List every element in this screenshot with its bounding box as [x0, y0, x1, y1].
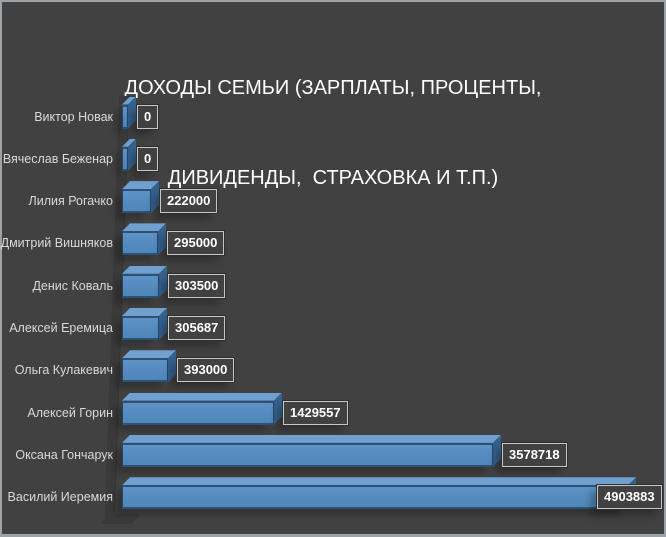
category-label: Вячеслав Беженар: [2, 151, 113, 166]
bar: [122, 477, 636, 510]
bar: [122, 435, 501, 467]
category-label: Виктор Новак: [34, 109, 113, 124]
value-label: 393000: [177, 358, 235, 383]
bar: [122, 266, 167, 298]
value-label: 0: [137, 104, 159, 129]
bar-top-face: [122, 223, 166, 231]
bar-side-face: [158, 223, 166, 255]
bar-front-face: [122, 358, 168, 383]
chart-title-line1: ДОХОДЫ СЕМЬИ (ЗАРПЛАТЫ, ПРОЦЕНТЫ,: [124, 77, 542, 99]
bar-front-face: [122, 231, 158, 256]
category-label: Дмитрий Вишняков: [0, 236, 113, 251]
chart-title: ДОХОДЫ СЕМЬИ (ЗАРПЛАТЫ, ПРОЦЕНТЫ, ДИВИДЕ…: [0, 13, 666, 253]
bar-top-face: [122, 97, 136, 105]
bar-top-face: [122, 393, 282, 401]
bar-top-face: [122, 477, 636, 485]
bar-top-face: [122, 266, 167, 274]
category-label: Алексей Еремица: [9, 321, 113, 335]
category-label: Василий Иеремия: [7, 490, 113, 505]
bar-front-face: [122, 146, 128, 171]
bar-side-face: [128, 97, 136, 129]
bar-front-face: [122, 104, 128, 129]
value-label: 0: [137, 146, 159, 171]
bar: [122, 223, 166, 256]
bar-top-face: [122, 350, 176, 358]
bar: [122, 181, 159, 214]
bar-front-face: [122, 485, 628, 510]
bar: [122, 393, 282, 425]
value-label: 295000: [167, 231, 225, 256]
category-label: Денис Коваль: [32, 278, 113, 293]
bar-front-face: [122, 400, 274, 425]
bar: [122, 139, 136, 171]
bar-top-face: [122, 308, 167, 316]
bar-side-face: [128, 139, 136, 171]
category-label: Ольга Кулакевич: [14, 363, 113, 378]
bar-side-face: [159, 308, 167, 340]
bar-top-face: [122, 181, 159, 189]
value-label: 4903883: [597, 485, 662, 510]
axis-floor: [99, 514, 141, 524]
category-label: Оксана Гончарук: [15, 447, 113, 462]
category-label: Алексей Горин: [27, 405, 113, 420]
chart-title-line2: ДИВИДЕНДЫ, СТРАХОВКА И Т.П.): [167, 167, 499, 189]
bar-side-face: [151, 181, 159, 213]
bar-side-face: [274, 393, 282, 425]
value-label: 303500: [168, 273, 226, 298]
value-label: 222000: [160, 189, 218, 214]
value-label: 3578718: [502, 442, 567, 467]
value-label: 1429557: [283, 400, 348, 425]
bar-side-face: [159, 266, 167, 298]
bar-front-face: [122, 273, 159, 298]
bar-side-face: [493, 435, 501, 467]
bar-top-face: [122, 435, 501, 443]
value-label: 305687: [168, 316, 226, 340]
bar: [122, 350, 176, 383]
bar-front-face: [122, 316, 159, 340]
bar-front-face: [122, 442, 493, 467]
bar-top-face: [122, 139, 136, 147]
bar-front-face: [122, 189, 151, 214]
bar-side-face: [168, 350, 176, 382]
category-label: Лилия Рогачко: [28, 194, 113, 209]
bar: [122, 97, 136, 129]
bar: [122, 308, 167, 340]
